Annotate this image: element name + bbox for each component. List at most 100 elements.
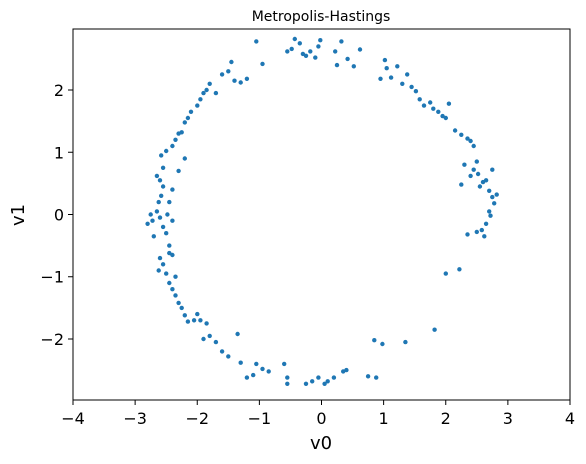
data-point bbox=[372, 338, 377, 343]
data-point bbox=[339, 39, 344, 44]
data-point bbox=[452, 128, 458, 133]
data-point bbox=[176, 300, 181, 306]
data-point bbox=[292, 36, 297, 42]
data-point bbox=[198, 97, 203, 102]
data-point bbox=[173, 293, 178, 298]
data-point bbox=[400, 81, 405, 87]
x-tick-label: 4 bbox=[565, 409, 575, 428]
data-point bbox=[176, 168, 181, 174]
y-tick-label: 0 bbox=[54, 206, 64, 225]
data-point bbox=[179, 305, 184, 311]
data-point bbox=[443, 115, 448, 121]
data-point bbox=[316, 44, 321, 49]
x-tick-label: −2 bbox=[185, 409, 209, 428]
data-point bbox=[160, 224, 166, 230]
data-point bbox=[244, 375, 250, 380]
data-point bbox=[159, 193, 164, 198]
data-point bbox=[195, 311, 200, 317]
data-point bbox=[468, 138, 473, 144]
data-point bbox=[357, 47, 363, 52]
data-point bbox=[395, 64, 400, 69]
data-point bbox=[238, 80, 243, 85]
data-point bbox=[164, 148, 169, 154]
x-tick-label: 1 bbox=[379, 409, 389, 428]
data-point bbox=[318, 38, 323, 43]
data-point bbox=[170, 218, 175, 223]
data-point bbox=[232, 78, 237, 83]
data-point bbox=[170, 143, 175, 149]
data-point bbox=[474, 229, 479, 235]
data-point bbox=[219, 72, 225, 77]
points-layer bbox=[145, 36, 499, 386]
x-tick-label: −1 bbox=[248, 409, 272, 428]
data-point bbox=[351, 64, 356, 69]
data-point bbox=[188, 109, 194, 115]
y-tick-label: −1 bbox=[40, 268, 64, 287]
data-point bbox=[207, 333, 212, 339]
data-point bbox=[179, 130, 184, 135]
data-point bbox=[465, 232, 470, 237]
data-point bbox=[417, 97, 422, 102]
data-point bbox=[285, 49, 290, 54]
data-point bbox=[254, 39, 259, 44]
data-point bbox=[229, 59, 234, 65]
data-point bbox=[260, 61, 265, 67]
data-point bbox=[468, 173, 473, 179]
data-point bbox=[226, 354, 231, 359]
data-point bbox=[432, 327, 437, 332]
data-point bbox=[490, 167, 495, 172]
data-point bbox=[333, 49, 338, 54]
data-point bbox=[459, 182, 464, 187]
data-point bbox=[440, 113, 445, 119]
data-point bbox=[170, 187, 175, 192]
chart-title: Metropolis-Hastings bbox=[252, 9, 391, 25]
data-point bbox=[157, 255, 163, 261]
data-point bbox=[331, 375, 337, 380]
data-point bbox=[487, 209, 492, 214]
data-point bbox=[334, 62, 340, 68]
data-point bbox=[185, 115, 191, 121]
data-point bbox=[207, 81, 212, 87]
data-point bbox=[201, 336, 206, 342]
data-point bbox=[226, 69, 231, 74]
data-point bbox=[150, 218, 155, 223]
data-point bbox=[157, 178, 163, 183]
x-tick-label: 3 bbox=[503, 409, 513, 428]
data-point bbox=[160, 262, 166, 267]
data-point bbox=[282, 361, 287, 367]
data-point bbox=[235, 331, 240, 337]
x-axis: −4 −3 −2 −1 0 1 2 3 4 bbox=[61, 400, 575, 428]
data-point bbox=[365, 374, 371, 379]
data-point bbox=[251, 372, 256, 378]
data-point bbox=[204, 87, 209, 93]
data-point bbox=[322, 381, 327, 386]
y-axis: −2 −1 0 1 2 bbox=[40, 81, 73, 349]
x-tick-label: 2 bbox=[441, 409, 451, 428]
x-tick-label: −3 bbox=[123, 409, 147, 428]
data-point bbox=[443, 271, 448, 276]
data-point bbox=[164, 271, 169, 276]
data-point bbox=[436, 109, 441, 115]
data-point bbox=[459, 132, 464, 137]
data-point bbox=[490, 194, 495, 200]
y-axis-label: v1 bbox=[8, 204, 29, 226]
data-point bbox=[471, 143, 476, 149]
data-point bbox=[167, 243, 172, 248]
data-point bbox=[167, 250, 172, 256]
data-point bbox=[310, 379, 315, 384]
data-point bbox=[325, 379, 330, 384]
data-point bbox=[488, 213, 493, 218]
data-point bbox=[182, 313, 187, 318]
data-point bbox=[156, 268, 161, 273]
data-point bbox=[182, 156, 187, 161]
data-point bbox=[431, 106, 436, 111]
data-point bbox=[157, 215, 163, 220]
data-point bbox=[145, 221, 150, 226]
data-point bbox=[446, 101, 452, 106]
data-point bbox=[297, 41, 302, 46]
data-point bbox=[238, 360, 243, 365]
y-tick-label: 1 bbox=[54, 143, 64, 162]
data-point bbox=[413, 89, 419, 94]
data-point bbox=[154, 209, 160, 214]
